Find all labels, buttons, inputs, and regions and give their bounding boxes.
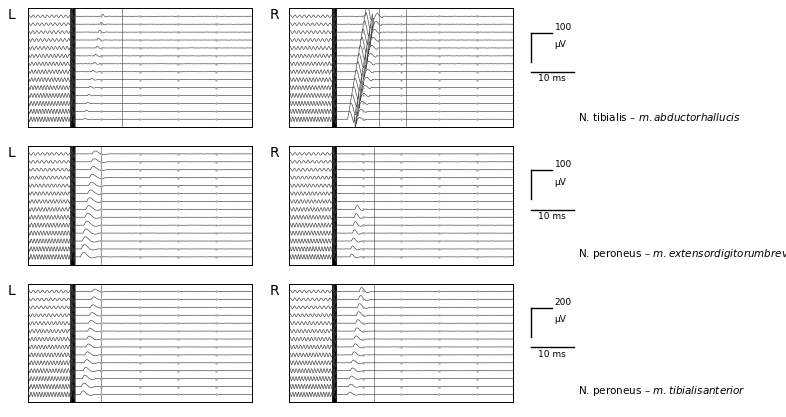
Text: R: R xyxy=(270,8,279,23)
Text: N. tibialis – $\it{m. abductor hallucis}$: N. tibialis – $\it{m. abductor hallucis}… xyxy=(578,111,740,123)
Text: L: L xyxy=(8,8,16,23)
Text: μV: μV xyxy=(555,315,567,324)
Text: N. peroneus – $\it{m. tibialis anterior}$: N. peroneus – $\it{m. tibialis anterior}… xyxy=(578,384,745,398)
Text: μV: μV xyxy=(555,178,567,187)
Text: 200: 200 xyxy=(555,298,571,307)
Text: L: L xyxy=(8,146,16,160)
Text: N. peroneus – $\it{m. extensor digitorum brevis}$: N. peroneus – $\it{m. extensor digitorum… xyxy=(578,246,786,261)
Text: L: L xyxy=(8,284,16,298)
Text: 10 ms: 10 ms xyxy=(538,74,566,83)
Text: R: R xyxy=(270,146,279,160)
Text: 100: 100 xyxy=(555,161,571,169)
Text: 100: 100 xyxy=(555,23,571,32)
Text: 10 ms: 10 ms xyxy=(538,349,566,359)
Text: 10 ms: 10 ms xyxy=(538,212,566,221)
Text: μV: μV xyxy=(555,40,567,49)
Text: R: R xyxy=(270,284,279,298)
